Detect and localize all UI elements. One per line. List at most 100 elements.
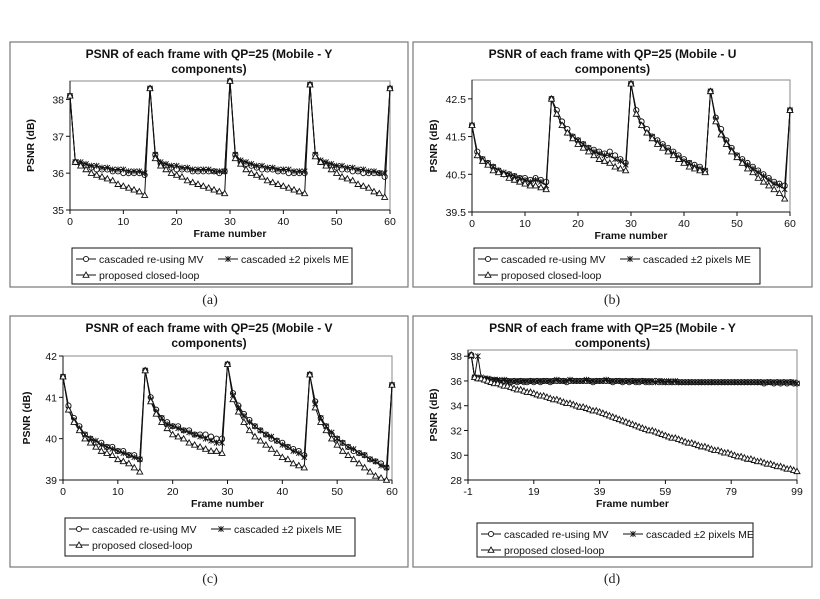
data-point — [278, 453, 287, 461]
data-point — [637, 121, 646, 129]
data-point — [97, 447, 106, 454]
data-point — [186, 429, 193, 436]
data-point — [301, 168, 308, 175]
x-tick-label: 0 — [60, 486, 66, 498]
data-point — [125, 459, 133, 467]
data-point — [229, 395, 237, 403]
x-tick-label: 40 — [276, 486, 288, 498]
data-point — [794, 380, 800, 387]
data-point — [184, 164, 191, 171]
x-tick-label: -1 — [463, 486, 472, 498]
data-point — [130, 185, 138, 193]
y-tick-label: 39 — [45, 475, 57, 487]
y-tick-label: 35 — [52, 205, 64, 217]
data-point — [140, 191, 149, 199]
data-point — [262, 440, 270, 448]
data-point — [189, 166, 196, 173]
x-tick-label: 39 — [594, 486, 606, 498]
x-tick-label: 30 — [224, 216, 236, 228]
data-point — [195, 166, 201, 173]
chart-panel: PSNR of each frame with QP=25 (Mobile - … — [412, 41, 813, 308]
data-point — [218, 449, 226, 456]
chart-title: PSNR of each frame with QP=25 (Mobile - … — [489, 321, 736, 335]
data-point — [712, 117, 720, 125]
chart-title: PSNR of each frame with QP=25 (Mobile - … — [489, 47, 737, 61]
data-point — [765, 181, 773, 189]
data-point — [375, 189, 384, 197]
data-point — [141, 170, 148, 177]
data-point — [162, 165, 170, 173]
data-point — [125, 168, 132, 175]
series-triangle — [468, 79, 794, 202]
legend-marker-circle — [82, 255, 90, 263]
x-tick-label: 20 — [171, 216, 183, 228]
data-point — [108, 176, 117, 184]
data-point — [521, 179, 529, 187]
data-point — [152, 409, 160, 417]
data-point — [115, 166, 121, 173]
data-point — [236, 160, 245, 167]
data-point — [273, 437, 280, 444]
data-point — [263, 176, 272, 184]
chart-title: PSNR of each frame with QP=25 (Mobile - … — [85, 321, 332, 335]
data-point — [262, 431, 269, 438]
series-line — [470, 356, 798, 384]
data-point — [108, 451, 117, 458]
data-point — [290, 185, 298, 193]
data-point — [295, 461, 303, 469]
data-point — [168, 430, 177, 438]
data-point — [355, 166, 361, 173]
data-point — [311, 152, 320, 160]
data-point — [567, 376, 573, 383]
data-point — [256, 436, 265, 444]
data-point — [606, 159, 614, 166]
data-point — [354, 180, 362, 187]
x-tick-label: 20 — [167, 486, 179, 498]
data-point — [659, 377, 666, 384]
data-point — [311, 403, 320, 411]
data-point — [652, 379, 659, 386]
data-point — [531, 181, 540, 189]
data-point — [388, 381, 396, 388]
data-point — [252, 171, 261, 178]
chart-title-line2: components) — [575, 62, 650, 76]
data-point — [213, 439, 220, 446]
data-point — [377, 474, 385, 481]
data-point — [290, 448, 297, 455]
data-point — [643, 128, 651, 136]
data-point — [348, 176, 357, 184]
data-point — [156, 161, 165, 169]
data-point — [595, 155, 603, 162]
data-point — [770, 185, 778, 193]
data-point — [665, 377, 672, 384]
data-point — [194, 180, 202, 187]
data-point — [599, 377, 606, 384]
data-point — [738, 159, 747, 166]
y-tick-label: 39.5 — [446, 207, 467, 219]
data-point — [327, 434, 336, 442]
data-point — [322, 161, 330, 169]
data-point — [279, 441, 286, 448]
data-point — [135, 467, 144, 475]
legend-label: proposed closed-loop — [99, 270, 200, 282]
legend-marker-triangle — [82, 271, 90, 278]
data-point — [264, 164, 271, 171]
x-tick-label: 79 — [725, 486, 737, 498]
data-point — [274, 180, 282, 187]
x-tick-label: 30 — [222, 486, 234, 498]
y-tick-label: 40 — [45, 434, 57, 446]
data-point — [500, 170, 508, 178]
data-point — [333, 162, 340, 169]
data-point — [163, 424, 171, 432]
y-axis-label: PSNR (dB) — [428, 388, 440, 441]
y-tick-label: 34 — [450, 401, 462, 413]
data-point — [603, 376, 610, 383]
series-triangle — [59, 360, 396, 483]
data-point — [98, 172, 106, 180]
data-point — [338, 447, 347, 454]
data-point — [174, 432, 182, 440]
chart-panel: PSNR of each frame with QP=25 (Mobile - … — [9, 41, 409, 308]
y-tick-label: 42 — [45, 351, 57, 363]
data-point — [295, 450, 302, 457]
data-point — [370, 187, 378, 195]
